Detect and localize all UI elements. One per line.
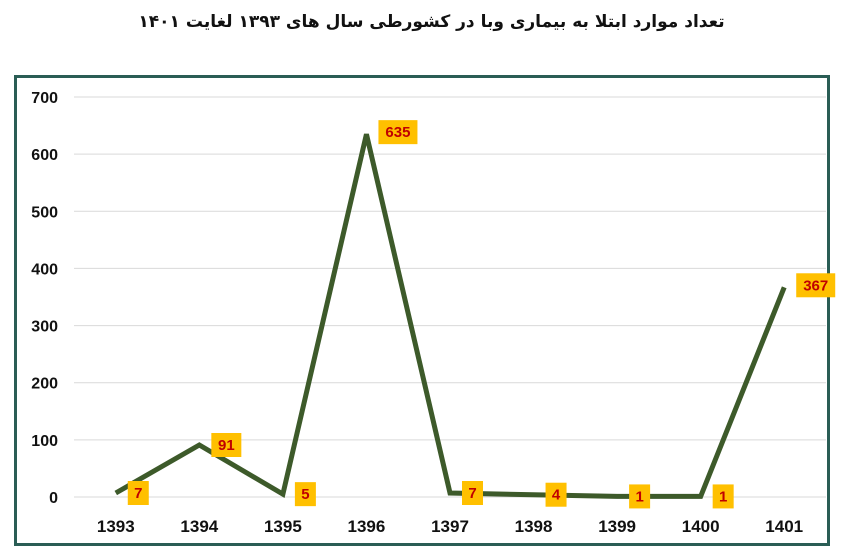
data-label: 5 [301, 486, 309, 503]
y-tick-label: 700 [31, 90, 58, 107]
data-line [114, 133, 787, 499]
data-label: 7 [468, 485, 476, 502]
y-tick-label: 200 [31, 376, 58, 393]
x-tick-label: 1399 [598, 517, 636, 536]
x-tick-label: 1398 [515, 517, 553, 536]
y-tick-label: 300 [31, 319, 58, 336]
y-tick-label: 0 [49, 490, 58, 507]
data-label-box [294, 482, 316, 507]
x-tick-label: 1400 [682, 517, 720, 536]
y-tick-label: 100 [31, 433, 58, 450]
data-label: 7 [134, 485, 142, 502]
y-tick-label: 400 [31, 261, 58, 278]
x-tick-label: 1396 [348, 517, 386, 536]
data-label: 1 [635, 488, 643, 505]
data-label-box [712, 484, 734, 509]
x-tick-label: 1401 [765, 517, 803, 536]
x-tick-label: 1393 [97, 517, 135, 536]
x-tick-label: 1395 [264, 517, 302, 536]
chart-frame [14, 75, 830, 546]
data-label-box [545, 482, 567, 507]
data-label: 4 [552, 487, 561, 504]
data-label: 367 [803, 277, 828, 294]
data-label: 635 [385, 124, 410, 141]
data-label-box [629, 484, 651, 509]
data-label-box [211, 433, 242, 457]
x-tick-label: 1397 [431, 517, 469, 536]
data-label-box [462, 481, 483, 505]
x-tick-label: 1394 [180, 517, 218, 536]
data-label-box [796, 273, 836, 298]
data-label: 91 [218, 437, 235, 454]
y-tick-label: 500 [31, 204, 58, 221]
chart-title: تعداد موارد ابتلا به بیماری وبا در کشورط… [138, 12, 725, 32]
data-label-box [378, 120, 418, 145]
data-label-box [127, 481, 149, 505]
y-tick-label: 600 [31, 147, 58, 164]
data-label: 1 [719, 488, 727, 505]
